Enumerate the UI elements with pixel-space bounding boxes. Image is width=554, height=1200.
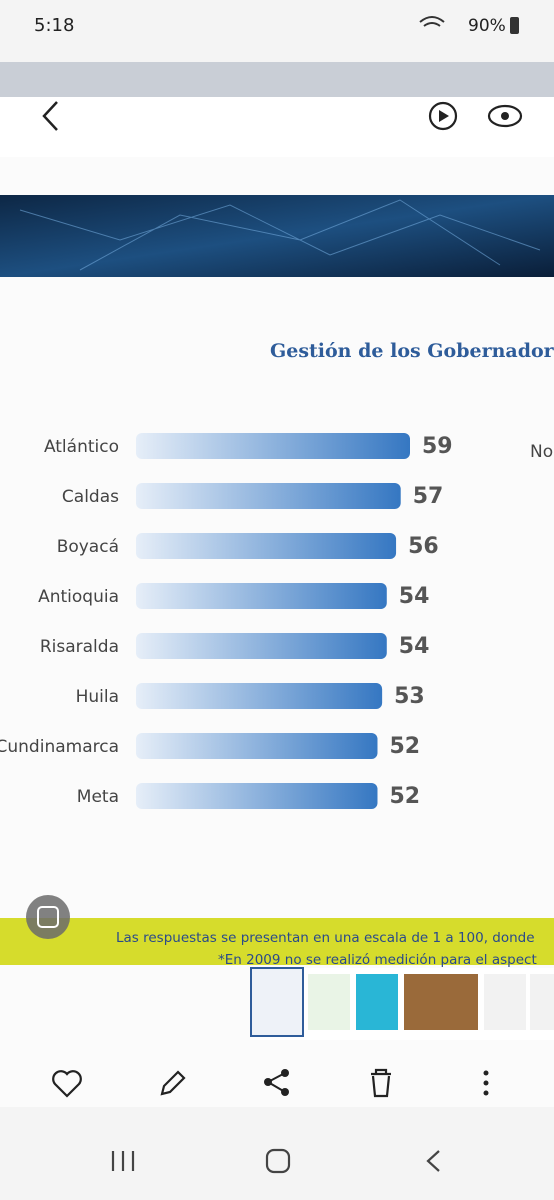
value-label: 54 xyxy=(399,634,430,659)
value-label: 59 xyxy=(422,434,453,459)
back-button[interactable] xyxy=(42,101,58,131)
status-battery: 90% xyxy=(468,16,506,36)
value-label: 52 xyxy=(389,784,420,809)
footer-band xyxy=(0,918,554,965)
category-label: Meta xyxy=(77,787,119,807)
status-time: 5:18 xyxy=(34,15,74,36)
value-label: 57 xyxy=(413,484,444,509)
footnote: Las respuestas se presentan en una escal… xyxy=(116,930,535,946)
battery-icon xyxy=(510,17,519,34)
footnote: *En 2009 no se realizó medición para el … xyxy=(218,952,537,968)
delete-button[interactable] xyxy=(371,1068,391,1098)
share-button[interactable] xyxy=(264,1069,289,1096)
value-label: 56 xyxy=(408,534,439,559)
category-label: Risaralda xyxy=(40,637,119,657)
lens-icon xyxy=(37,906,59,928)
recents-button[interactable] xyxy=(111,1151,135,1171)
chart-title: Gestión de los Gobernadores d xyxy=(270,340,554,362)
value-label: 52 xyxy=(389,734,420,759)
remaster-icon xyxy=(439,110,449,122)
bar xyxy=(136,583,387,609)
more-button[interactable] xyxy=(483,1070,489,1096)
category-label: Huila xyxy=(76,687,119,707)
category-label: Boyacá xyxy=(57,537,119,557)
value-label: 53 xyxy=(394,684,425,709)
view-button[interactable] xyxy=(487,104,523,128)
bar xyxy=(136,783,378,809)
category-label: Atlántico xyxy=(44,437,119,457)
category-label: Antioquia xyxy=(38,587,119,607)
category-label: Cundinamarca xyxy=(0,737,119,757)
thumbnail[interactable] xyxy=(308,974,350,1030)
lens-button[interactable] xyxy=(26,895,70,939)
chart: Atlántico 59 Caldas 57 Boyacá 56 Antioquia 54 Ri… xyxy=(0,433,453,809)
banner-network xyxy=(19,199,541,271)
edit-button[interactable] xyxy=(160,1070,186,1096)
thumbnail[interactable] xyxy=(404,974,478,1030)
remaster-button[interactable] xyxy=(428,101,458,131)
bar xyxy=(136,483,401,509)
bar xyxy=(136,533,397,559)
thumbnail[interactable] xyxy=(530,974,554,1030)
partial-label: Nor xyxy=(530,442,554,462)
category-label: Caldas xyxy=(62,487,119,507)
value-label: 54 xyxy=(399,584,430,609)
bar xyxy=(136,633,387,659)
top-nav xyxy=(0,97,554,157)
bar xyxy=(136,733,378,759)
bar xyxy=(136,433,410,459)
view-icon xyxy=(501,112,509,120)
banner xyxy=(0,195,554,277)
thumbnail[interactable] xyxy=(250,967,304,1037)
thumbnail[interactable] xyxy=(356,974,398,1030)
wifi-icon xyxy=(419,16,445,27)
favorite-button[interactable] xyxy=(52,1070,82,1098)
bar xyxy=(136,683,383,709)
back-nav-button[interactable] xyxy=(426,1150,440,1172)
image-top-strip xyxy=(0,62,554,97)
thumbnail[interactable] xyxy=(484,974,526,1030)
home-button[interactable] xyxy=(265,1148,291,1174)
